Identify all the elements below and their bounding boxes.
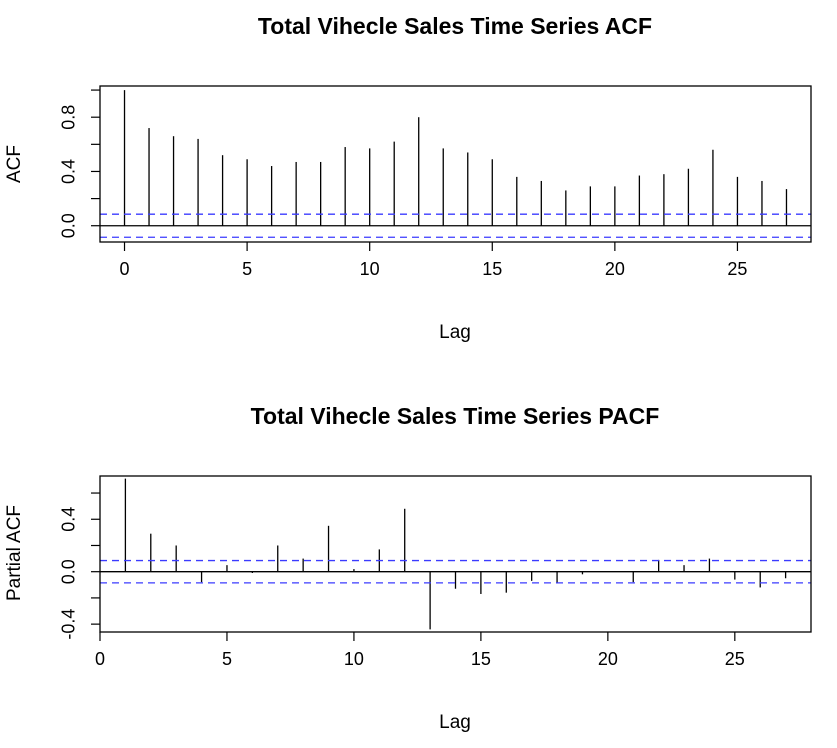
pacf-y-tick-label: -0.4 [59,609,79,640]
acf-title: Total Vihecle Sales Time Series ACF [258,13,652,39]
acf-x-tick-label: 15 [482,259,502,279]
acf-y-tick-label: 0.4 [59,159,79,184]
pacf-panel: Total Vihecle Sales Time Series PACF Lag… [4,403,812,733]
pacf-x-tick-label: 20 [598,649,618,669]
pacf-x-tick-label: 5 [222,649,232,669]
pacf-x-tick-label: 0 [95,649,105,669]
acf-y-tick-label: 0.0 [59,213,79,238]
acf-x-tick-label: 10 [360,259,380,279]
acf-plot-frame [99,85,812,243]
acf-y-tick-label: 0.8 [59,105,79,130]
acf-x-tick-label: 0 [120,259,130,279]
acf-x-axis-label: Lag [439,322,471,343]
pacf-plot-frame [99,475,812,633]
pacf-title: Total Vihecle Sales Time Series PACF [251,403,660,429]
acf-x-tick-label: 20 [605,259,625,279]
acf-x-tick-label: 25 [727,259,747,279]
pacf-x-tick-label: 10 [344,649,364,669]
pacf-x-axis-label: Lag [439,712,471,733]
pacf-x-tick-label: 15 [471,649,491,669]
acf-confidence-bands [100,213,811,238]
pacf-x-tick-label: 25 [725,649,745,669]
acf-panel: Total Vihecle Sales Time Series ACF Lag … [4,13,812,343]
acf-bars [123,90,788,226]
pacf-y-tick-label: 0.4 [59,507,79,532]
pacf-confidence-bands [100,559,811,584]
acf-x-tick-label: 5 [242,259,252,279]
pacf-bars [124,478,787,630]
pacf-ticks: 0 5 10 15 20 25 -0.4 0.0 0.4 [59,492,745,669]
pacf-y-tick-label: 0.0 [59,559,79,584]
pacf-y-axis-label: Partial ACF [4,505,25,601]
acf-y-axis-label: ACF [4,145,25,183]
acf-ticks: 0 5 10 15 20 25 0.0 0.4 0.8 [59,89,747,279]
